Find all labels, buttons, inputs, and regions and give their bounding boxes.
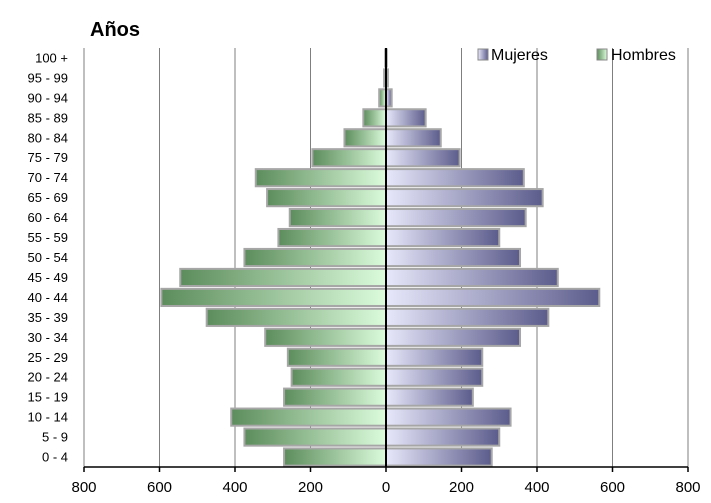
- bar-hombres-1: [243, 427, 387, 447]
- bar-mujeres-4: [385, 367, 484, 387]
- y-tick-label-19: 95 - 99: [28, 70, 68, 85]
- x-tick-label-7: 600: [600, 479, 625, 496]
- bar-mujeres-16: [385, 128, 442, 148]
- bar-hombres-0: [283, 447, 388, 467]
- x-tick-label-4: 0: [382, 479, 390, 496]
- bar-mujeres-1: [385, 427, 501, 447]
- y-tick-label-1: 5 - 9: [42, 430, 68, 445]
- y-tick-labels: 0 - 4 5 - 9 10 - 14 15 - 19 20 - 24 25 - 29 30…: [28, 50, 68, 464]
- bar-hombres-13: [266, 188, 387, 208]
- bar-mujeres-5: [385, 347, 484, 367]
- y-tick-label-3: 15 - 19: [28, 390, 68, 405]
- y-tick-label-18: 90 - 94: [28, 90, 68, 105]
- y-tick-label-6: 30 - 34: [28, 330, 68, 345]
- y-tick-label-4: 20 - 24: [28, 370, 68, 385]
- bar-mujeres-12: [385, 208, 527, 228]
- bar-hombres-11: [277, 227, 388, 248]
- bar-hombres-10: [243, 247, 387, 268]
- bar-hombres-6: [264, 327, 388, 347]
- y-tick-label-20: 100 +: [35, 50, 68, 65]
- y-tick-label-5: 25 - 29: [28, 350, 68, 365]
- y-tick-label-13: 65 - 69: [28, 190, 68, 205]
- y-tick-label-16: 80 - 84: [28, 130, 68, 145]
- bar-mujeres-14: [385, 168, 525, 188]
- bar-hombres-2: [230, 407, 387, 427]
- bars: [160, 48, 601, 467]
- bar-hombres-18: [378, 88, 387, 108]
- y-tick-label-7: 35 - 39: [28, 310, 68, 325]
- bar-hombres-4: [290, 367, 387, 387]
- bar-mujeres-11: [385, 227, 501, 248]
- bar-mujeres-8: [385, 287, 601, 307]
- y-tick-label-15: 75 - 79: [28, 150, 68, 165]
- bar-hombres-9: [179, 267, 387, 288]
- y-tick-label-9: 45 - 49: [28, 270, 68, 285]
- bar-mujeres-0: [385, 447, 493, 467]
- bar-mujeres-7: [385, 307, 550, 327]
- chart-title: Años: [90, 19, 140, 41]
- bar-mujeres-10: [385, 247, 522, 268]
- x-tick-label-6: 400: [524, 479, 549, 496]
- bar-hombres-14: [254, 168, 387, 188]
- bar-hombres-7: [205, 307, 387, 327]
- bar-mujeres-6: [385, 327, 522, 347]
- bar-mujeres-9: [385, 267, 559, 288]
- legend-swatch-mujeres: [477, 48, 489, 61]
- bar-hombres-12: [288, 208, 387, 228]
- x-tick-label-1: 600: [147, 479, 172, 496]
- bar-hombres-8: [160, 287, 387, 307]
- bar-hombres-15: [311, 148, 388, 168]
- x-tick-label-0: 800: [71, 479, 96, 496]
- y-tick-label-10: 50 - 54: [28, 250, 68, 265]
- y-tick-label-0: 0 - 4: [42, 450, 68, 465]
- y-tick-label-8: 40 - 44: [28, 290, 68, 305]
- bar-mujeres-17: [385, 108, 427, 128]
- bar-hombres-5: [286, 347, 388, 367]
- x-tick-label-3: 200: [298, 479, 323, 496]
- y-tick-label-17: 85 - 89: [28, 110, 68, 125]
- legend: Mujeres Hombres: [477, 47, 676, 64]
- x-tick-labels: 800 600 400 200 0 200 400 600 800: [71, 479, 700, 496]
- bar-hombres-3: [283, 387, 388, 407]
- bar-mujeres-3: [385, 387, 474, 407]
- y-tick-label-12: 60 - 64: [28, 210, 68, 225]
- x-tick-label-8: 800: [675, 479, 700, 496]
- bar-mujeres-15: [385, 148, 461, 168]
- y-tick-label-11: 55 - 59: [28, 230, 68, 245]
- legend-swatch-hombres: [596, 48, 608, 61]
- bar-hombres-16: [343, 128, 388, 148]
- legend-label-hombres: Hombres: [611, 47, 676, 64]
- legend-label-mujeres: Mujeres: [491, 47, 548, 64]
- x-tick-label-2: 400: [222, 479, 247, 496]
- bar-mujeres-13: [385, 188, 544, 208]
- y-tick-label-14: 70 - 74: [28, 170, 68, 185]
- bar-hombres-17: [362, 108, 388, 128]
- axes: [83, 48, 689, 472]
- x-tick-label-5: 200: [449, 479, 474, 496]
- y-tick-label-2: 10 - 14: [28, 410, 68, 425]
- bar-mujeres-2: [385, 407, 512, 427]
